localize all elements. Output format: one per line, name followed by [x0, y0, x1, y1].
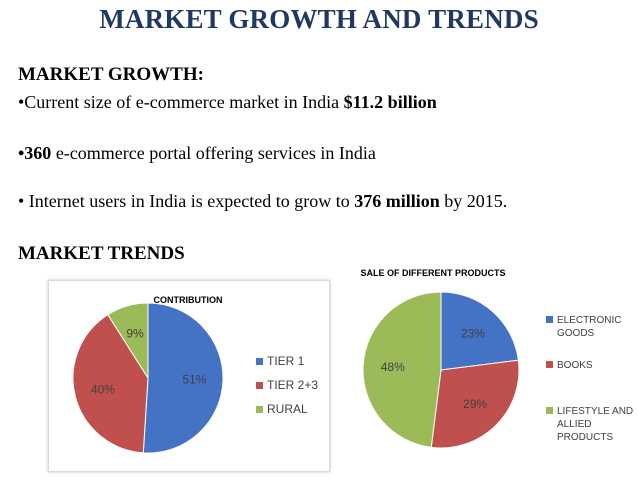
contribution-chart: CONTRIBUTION 51% 40% 9% TIER 1 TIER 2+3 RURAL: [48, 280, 330, 472]
data-label-books: 29%: [463, 397, 487, 411]
bullet-internet-users: • Internet users in India is expected to…: [18, 191, 507, 212]
pie-slice-lifestyle-and-allied-products: [362, 291, 442, 448]
legend-entry-electronic-goods: ELECTRONIC GOODS: [557, 315, 621, 339]
legend-swatch-tier-1: [256, 358, 263, 365]
bullet-portals-text: e-commerce portal offering services in I…: [51, 143, 376, 163]
chart-title: CONTRIBUTION: [154, 295, 223, 305]
pie-slice-tier-1: [142, 302, 224, 454]
data-label-rural: 9%: [126, 326, 144, 340]
slide-title: MARKET GROWTH AND TRENDS: [99, 4, 539, 34]
bullet-internet-users-value: 376 million: [354, 191, 440, 211]
legend-entry-books: BOOKS: [557, 360, 593, 371]
bullet-internet-users-suffix: by 2015.: [439, 191, 508, 211]
pie-slice-rural: [107, 302, 149, 380]
contribution-pie-svg: CONTRIBUTION 51% 40% 9% TIER 1 TIER 2+3 RURAL: [72, 295, 318, 454]
legend-entry-tier-2-3: TIER 2+3: [267, 378, 318, 392]
pie-slice-electronic-goods: [440, 291, 519, 371]
legend-swatch-books: [546, 361, 553, 368]
data-label-tier-2-3: 40%: [91, 383, 115, 397]
data-label-electronic-goods: 23%: [461, 327, 485, 341]
data-label-lifestyle-and-allied-products: 48%: [381, 360, 405, 374]
legend-entry-rural: RURAL: [267, 402, 308, 416]
bullet-internet-users-text: • Internet users in India is expected to…: [18, 191, 355, 211]
legend-swatch-electronic-goods: [546, 316, 553, 323]
pie-slice-books: [430, 359, 520, 449]
products-pie-svg: SALE OF DIFFERENT PRODUCTS 23% 29% 48% ELECT…: [360, 268, 633, 449]
legend-entry-lifestyle-and-allied-products: LIFESTYLE AND ALLIED PRODUCTS: [557, 406, 633, 443]
legend-swatch-tier-2-3: [256, 382, 263, 389]
legend-swatch-rural: [256, 406, 263, 413]
bullet-market-size-value: $11.2 billion: [343, 92, 437, 112]
data-label-tier-1: 51%: [182, 372, 206, 386]
market-growth-heading: MARKET GROWTH:: [18, 64, 204, 85]
products-chart: SALE OF DIFFERENT PRODUCTS 23% 29% 48% ELECT…: [340, 262, 635, 474]
bullet-market-size-text: •Current size of e-commerce market in In…: [18, 92, 340, 112]
bullet-portals-value: •360: [18, 143, 52, 163]
chart-title: SALE OF DIFFERENT PRODUCTS: [360, 268, 505, 278]
bullet-market-size: •Current size of e-commerce market in In…: [18, 92, 437, 113]
legend-swatch-lifestyle-and-allied-products: [546, 407, 553, 414]
bullet-portals: •360 e-commerce portal offering services…: [18, 143, 376, 164]
market-trends-heading: MARKET TRENDS: [18, 243, 185, 264]
legend-entry-tier-1: TIER 1: [267, 354, 305, 368]
